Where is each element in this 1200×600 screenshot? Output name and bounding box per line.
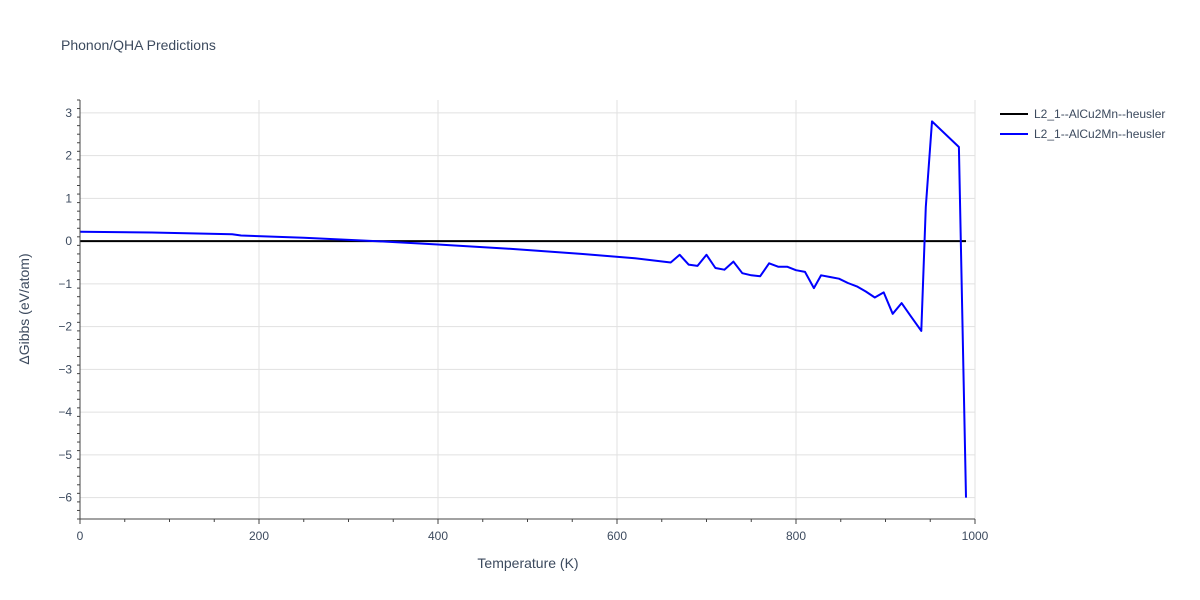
x-tick-label: 800 (786, 529, 806, 543)
y-tick-label: −5 (58, 448, 72, 462)
y-tick-label: −4 (58, 405, 72, 419)
y-tick-label: 1 (65, 191, 72, 205)
axes (77, 99, 976, 524)
series-line-2 (79, 120, 967, 498)
y-tick-label: −1 (58, 277, 72, 291)
legend-item-2[interactable]: L2_1--AlCu2Mn--heusler (1000, 127, 1165, 141)
legend-label: L2_1--AlCu2Mn--heusler (1034, 107, 1165, 121)
x-tick-label: 400 (428, 529, 448, 543)
y-tick-label: −3 (58, 362, 72, 376)
y-tick-label: 2 (65, 149, 72, 163)
y-tick-label: 3 (65, 106, 72, 120)
x-tick-label: 1000 (962, 529, 989, 543)
x-tick-label: 200 (249, 529, 269, 543)
y-tick-labels: −6 −5 −4 −3 −2 −1 0 1 2 3 (58, 106, 72, 505)
y-axis-label: ΔGibbs (eV/atom) (16, 253, 32, 364)
legend-item-1[interactable]: L2_1--AlCu2Mn--heusler (1000, 107, 1165, 121)
x-tick-label: 0 (77, 529, 84, 543)
series-layer (79, 120, 967, 498)
gridlines (80, 100, 976, 519)
legend-label: L2_1--AlCu2Mn--heusler (1034, 127, 1165, 141)
x-tick-labels: 0 200 400 600 800 1000 (77, 529, 989, 543)
legend[interactable]: L2_1--AlCu2Mn--heusler L2_1--AlCu2Mn--heu… (1000, 107, 1165, 141)
y-tick-label: −6 (58, 491, 72, 505)
y-tick-label: −2 (58, 320, 72, 334)
x-tick-label: 600 (607, 529, 627, 543)
x-axis-label: Temperature (K) (477, 555, 578, 571)
y-tick-label: 0 (65, 234, 72, 248)
chart-title: Phonon/QHA Predictions (61, 37, 216, 53)
